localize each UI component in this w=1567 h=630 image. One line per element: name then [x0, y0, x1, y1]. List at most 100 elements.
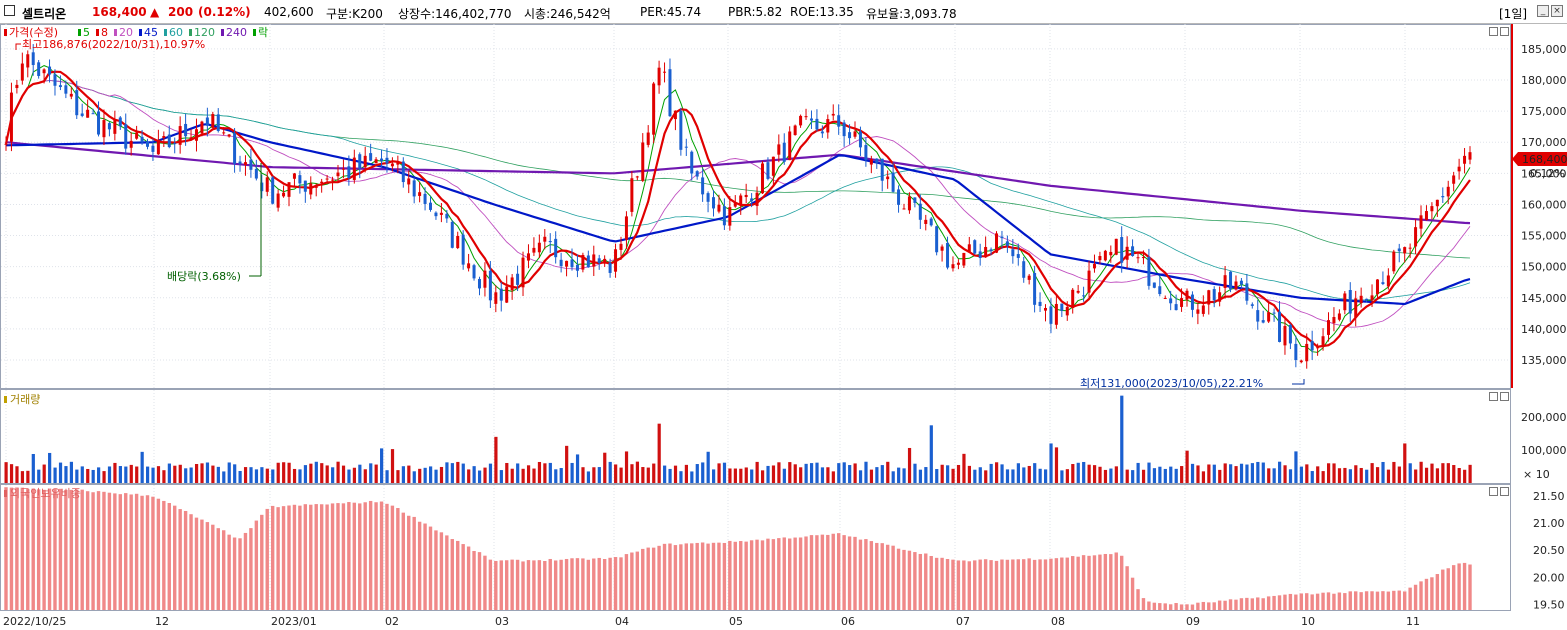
foreign-ratio-bar	[1430, 577, 1434, 610]
candle-body	[826, 119, 830, 133]
foreign-ratio-bar	[733, 541, 737, 610]
volume-bar	[760, 470, 765, 483]
candle-body	[1414, 227, 1418, 247]
volume-bar	[717, 463, 721, 483]
price-legend: 가격(수정) 5 8 20 45 60 120 240 락	[4, 26, 268, 39]
stock-price: 168,400	[92, 5, 147, 19]
volume-bar	[592, 467, 596, 483]
volume-bar	[701, 462, 705, 483]
volume-bar	[1316, 466, 1320, 483]
foreign-ratio-bar	[1185, 604, 1189, 610]
market-class: 구분:K200	[326, 7, 383, 21]
foreign-ratio-bar	[967, 561, 972, 610]
panel-controls[interactable]	[1489, 27, 1509, 496]
foreign-ratio-bar	[793, 537, 797, 610]
foreign-ratio-bar	[456, 540, 460, 610]
candle-body	[1234, 281, 1238, 290]
volume-bar	[1054, 447, 1059, 483]
foreign-ratio-bar	[1370, 591, 1374, 610]
foreign-ratio-bar	[118, 494, 122, 610]
candle-body	[995, 233, 999, 253]
volume-bar	[325, 465, 329, 483]
candle-body	[129, 140, 133, 148]
candle-body	[935, 226, 939, 253]
foreign-ratio-bar	[1315, 593, 1320, 610]
price-y-tick: 145,000	[1521, 292, 1567, 305]
volume-bar	[1201, 471, 1206, 483]
candle-body	[162, 136, 166, 139]
foreign-ratio-bar	[1446, 568, 1450, 610]
candle-body	[875, 158, 879, 163]
reserve-ratio: 유보율:3,093.78	[866, 7, 957, 21]
volume-bar	[64, 466, 68, 483]
volume-bar	[1038, 468, 1042, 483]
candle-body	[358, 154, 362, 169]
foreign-ratio-bar	[956, 560, 961, 610]
foreign-ratio-bar	[1402, 591, 1407, 610]
volume-bar	[1337, 468, 1342, 483]
candle-body	[1278, 311, 1282, 342]
ma8-line	[4, 70, 1471, 348]
candle-body	[646, 132, 650, 145]
volume-bar	[630, 464, 634, 483]
foreign-ratio-bar	[809, 535, 814, 610]
candle-body	[804, 116, 808, 118]
volume-bar	[526, 465, 531, 483]
candle-body	[1120, 237, 1124, 263]
volume-bar	[1250, 463, 1255, 483]
candle-body	[1016, 254, 1020, 258]
volume-bar	[1103, 469, 1108, 483]
stock-name: 셀트리온	[22, 7, 67, 21]
foreign-ratio-bar	[221, 530, 226, 610]
period-selector[interactable]: [1일]	[1499, 7, 1528, 21]
candle-body	[1245, 283, 1249, 301]
candle-body	[309, 183, 313, 195]
candle-body	[1196, 309, 1200, 314]
select-checkbox[interactable]	[4, 5, 15, 16]
minimize-icon[interactable]: _	[1537, 5, 1549, 17]
candle-body	[717, 204, 721, 212]
foreign-ratio-bar	[798, 537, 803, 610]
foreign-ratio-bar	[292, 504, 297, 610]
foreign-ratio-bar	[1266, 596, 1271, 610]
foreign-ratio-bar	[1381, 591, 1385, 610]
candle-body	[1403, 247, 1407, 254]
candle-body	[1212, 289, 1216, 301]
candle-body	[216, 114, 220, 131]
candle-body	[303, 180, 307, 192]
close-icon[interactable]: ×	[1551, 5, 1563, 17]
volume-bar	[48, 452, 52, 483]
candle-body	[1310, 340, 1314, 351]
volume-bar	[1000, 464, 1004, 483]
volume-bar	[516, 463, 520, 483]
candle-body	[1000, 236, 1004, 239]
candle-body	[521, 257, 525, 288]
ma60-line	[5, 79, 1471, 301]
foreign-ratio-bar	[145, 495, 150, 610]
foreign-ratio-bar	[75, 489, 79, 610]
volume-bar	[1163, 468, 1167, 483]
foreign-ratio-bar	[1441, 569, 1445, 610]
foreign-ratio-bar	[363, 502, 367, 610]
candle-body	[848, 132, 852, 139]
candle-body	[902, 208, 906, 210]
candle-body	[1457, 166, 1461, 172]
roe-value: ROE:13.35	[790, 5, 854, 19]
volume-bar	[777, 462, 781, 483]
volume-bar	[320, 463, 324, 483]
foreign-ratio-bar	[782, 537, 786, 610]
volume-bar	[1120, 395, 1124, 483]
volume-bar	[1359, 467, 1363, 483]
volume-bar	[1375, 467, 1380, 483]
candle-body	[102, 120, 106, 138]
candle-body	[194, 129, 198, 141]
foreign-ratio-bar	[1245, 597, 1249, 610]
foreign-ratio-bar	[651, 547, 656, 610]
foreign-ratio-bar	[1114, 552, 1118, 610]
candle-body	[733, 202, 737, 207]
candle-body	[532, 247, 536, 253]
volume-bar	[733, 468, 737, 483]
candle-body	[1114, 238, 1118, 255]
volume-bar	[1381, 461, 1385, 483]
volume-bar	[303, 465, 308, 483]
